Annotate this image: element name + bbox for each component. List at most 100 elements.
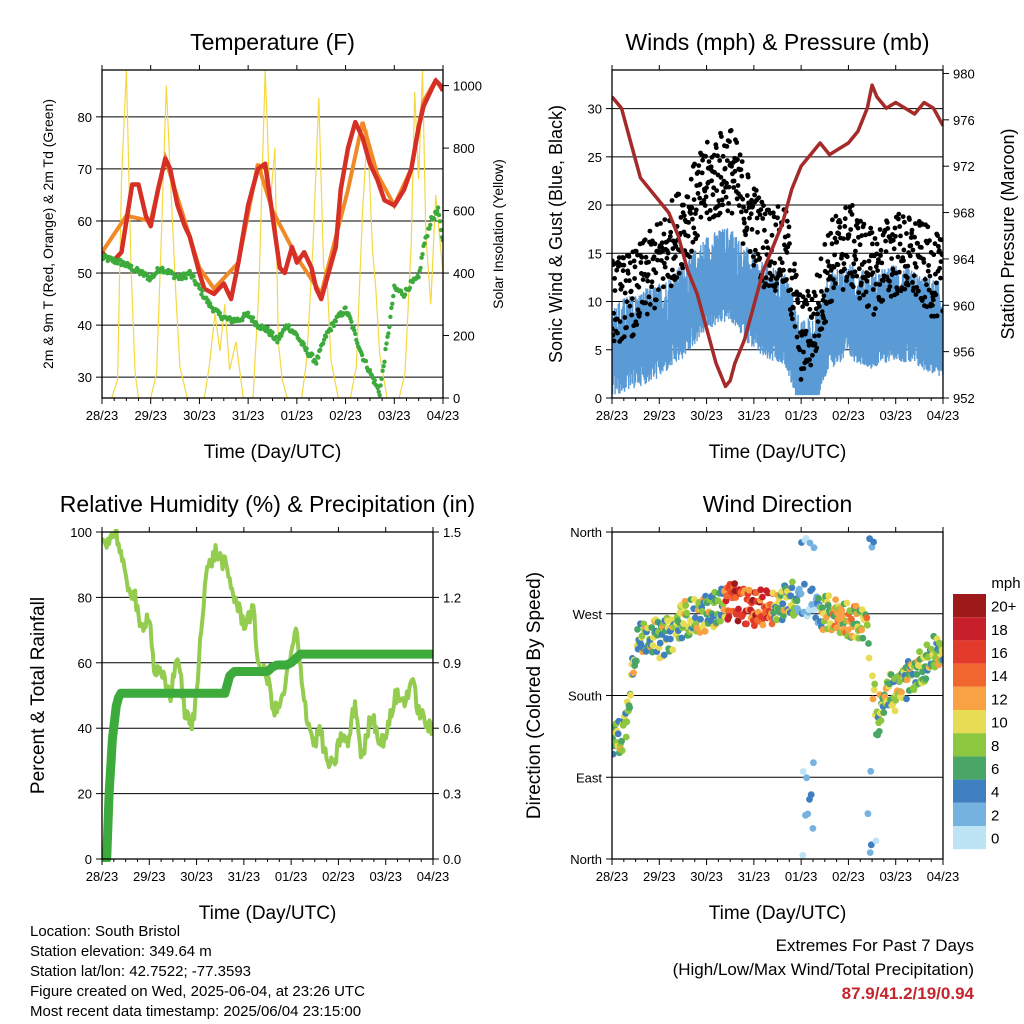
gust-point (754, 215, 760, 221)
legend-label: 8 (991, 738, 999, 755)
gust-point (726, 184, 732, 190)
y2-tick-label: 972 (953, 159, 975, 174)
direction-point (745, 586, 753, 594)
gust-point (629, 312, 634, 318)
gust-point (673, 254, 678, 259)
gust-point (676, 191, 682, 197)
direction-point (683, 609, 691, 617)
direction-point (757, 586, 765, 594)
x-tick-label: 28/23 (596, 869, 629, 884)
gust-point (661, 284, 666, 290)
total-rainfall-line (102, 649, 433, 862)
gust-point (747, 249, 753, 254)
gust-point (843, 205, 848, 211)
dewpoint-point (353, 331, 358, 337)
gust-point (689, 248, 694, 254)
dewpoint-point (363, 358, 369, 364)
gust-point (862, 259, 867, 265)
gust-point (713, 145, 719, 151)
gust-point (714, 188, 720, 194)
gust-point (909, 227, 915, 233)
gust-point (883, 238, 888, 244)
dewpoint-point (310, 352, 315, 357)
gust-point (711, 185, 717, 191)
gust-point (712, 170, 717, 175)
dewpoint-point (425, 233, 430, 239)
x-tick-label: 29/23 (643, 869, 676, 884)
direction-point (824, 601, 832, 609)
gust-point (856, 266, 862, 272)
gust-point (926, 263, 931, 268)
gust-point (807, 357, 812, 363)
gust-point (709, 178, 714, 184)
gust-point (842, 266, 847, 272)
x-tick-label: 30/23 (183, 408, 216, 423)
y2-tick-label: 600 (453, 204, 475, 219)
gust-point (878, 253, 883, 258)
pressure-line (612, 83, 943, 389)
gust-point (747, 215, 752, 221)
gust-point (901, 247, 907, 253)
gust-point (877, 282, 883, 287)
gust-point (667, 234, 673, 239)
gust-point (721, 189, 726, 195)
gust-point (720, 202, 725, 208)
legend-label: 0 (991, 831, 999, 848)
gust-point (840, 287, 846, 292)
gust-point (788, 287, 794, 293)
gust-point (901, 258, 906, 263)
gust-point (874, 241, 880, 247)
gust-point (646, 259, 651, 265)
gust-point (687, 254, 692, 260)
gust-point (627, 278, 632, 284)
legend-label: 4 (991, 784, 999, 801)
gust-point (853, 248, 858, 254)
x-tick-label: 29/23 (643, 408, 676, 423)
gust-point (854, 273, 860, 279)
gust-point (938, 259, 943, 264)
gust-point (879, 260, 885, 266)
direction-point (865, 654, 873, 662)
gust-point (774, 281, 780, 287)
gust-point (798, 377, 804, 382)
x-tick-label: 30/23 (690, 408, 723, 423)
gust-point (661, 260, 667, 266)
direction-point (801, 580, 808, 588)
gust-point (844, 254, 850, 260)
gust-series (612, 127, 943, 382)
gust-point (857, 295, 863, 301)
gust-point (638, 260, 644, 265)
gust-point (816, 304, 822, 309)
gust-point (922, 294, 928, 300)
gust-point (889, 256, 894, 261)
gust-point (850, 284, 856, 290)
gust-point (724, 158, 730, 164)
extremes-values: 87.9/41.2/19/0.94 (841, 984, 974, 1003)
gust-point (744, 225, 750, 231)
gust-point (627, 303, 633, 309)
gust-point (839, 251, 845, 257)
gust-point (792, 261, 797, 267)
legend-label: 18 (991, 622, 1008, 639)
y-tick-label: 50 (78, 266, 92, 281)
x-tick-label: 01/23 (281, 408, 314, 423)
y-tick-label: 5 (595, 343, 602, 358)
y-axis-label: Sonic Wind & Gust (Blue, Black) (546, 105, 566, 363)
gust-point (896, 216, 901, 222)
gust-point (873, 281, 879, 287)
x-tick-label: 29/23 (134, 408, 167, 423)
gust-point (890, 237, 896, 243)
direction-point (870, 538, 877, 546)
x-tick-label: 02/23 (329, 408, 362, 423)
gust-point (661, 231, 667, 237)
gust-point (731, 178, 737, 184)
gust-point (669, 198, 675, 203)
gust-point (868, 225, 874, 231)
gust-point (775, 204, 781, 209)
gust-point (734, 140, 740, 145)
gust-point (887, 278, 892, 284)
gust-point (795, 300, 801, 305)
dewpoint-point (372, 378, 377, 383)
gust-point (753, 188, 759, 193)
dewpoint-point (265, 325, 270, 330)
